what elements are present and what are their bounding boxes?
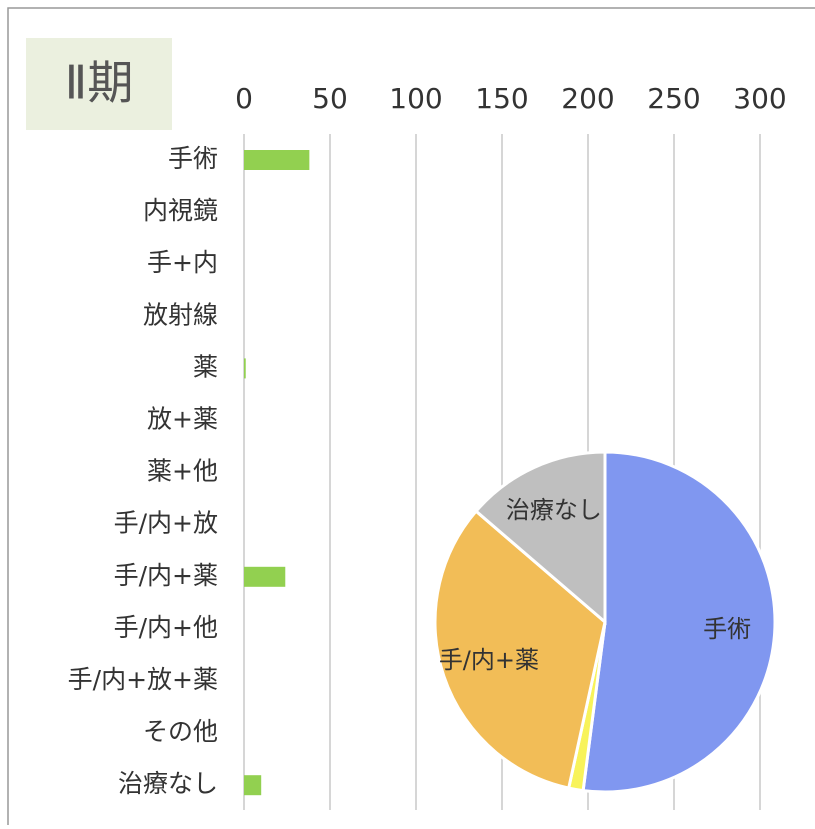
- y-tick-label: 放射線: [143, 300, 218, 329]
- pie-slice: [581, 450, 777, 794]
- x-tick-label: 0: [235, 82, 253, 115]
- x-tick-label: 50: [312, 82, 348, 115]
- x-tick-label: 300: [733, 82, 786, 115]
- y-tick-label: 薬: [193, 352, 218, 381]
- y-tick-label: 手/内+放+薬: [68, 665, 218, 694]
- y-tick-label: 薬+他: [147, 457, 218, 486]
- y-tick-label: 放+薬: [147, 405, 218, 434]
- y-tick-label: 手/内+他: [114, 613, 218, 642]
- bar: [244, 150, 310, 170]
- title-box: [26, 38, 172, 130]
- bar: [244, 358, 246, 379]
- y-tick-label: その他: [143, 717, 218, 746]
- y-tick-label: 手/内+放: [114, 509, 218, 538]
- y-tick-label: 内視鏡: [143, 196, 218, 225]
- y-tick-label: 手術: [168, 144, 218, 173]
- x-tick-label: 250: [647, 82, 700, 115]
- x-tick-label: 200: [561, 82, 614, 115]
- bar: [244, 566, 286, 587]
- chart-title: Ⅱ期: [65, 56, 134, 110]
- y-tick-label: 治療なし: [118, 769, 218, 798]
- y-tick-label: 手/内+薬: [114, 561, 218, 590]
- pie-slice: [433, 509, 607, 790]
- x-tick-label: 150: [475, 82, 528, 115]
- pie-slice: [473, 450, 607, 626]
- pie-label: 治療なし: [506, 496, 602, 524]
- pie-label: 手/内+薬: [439, 646, 539, 674]
- x-tick-label: 100: [389, 82, 442, 115]
- pie-label: 手術: [703, 615, 751, 643]
- bar: [244, 775, 262, 796]
- y-tick-label: 手+内: [147, 248, 218, 277]
